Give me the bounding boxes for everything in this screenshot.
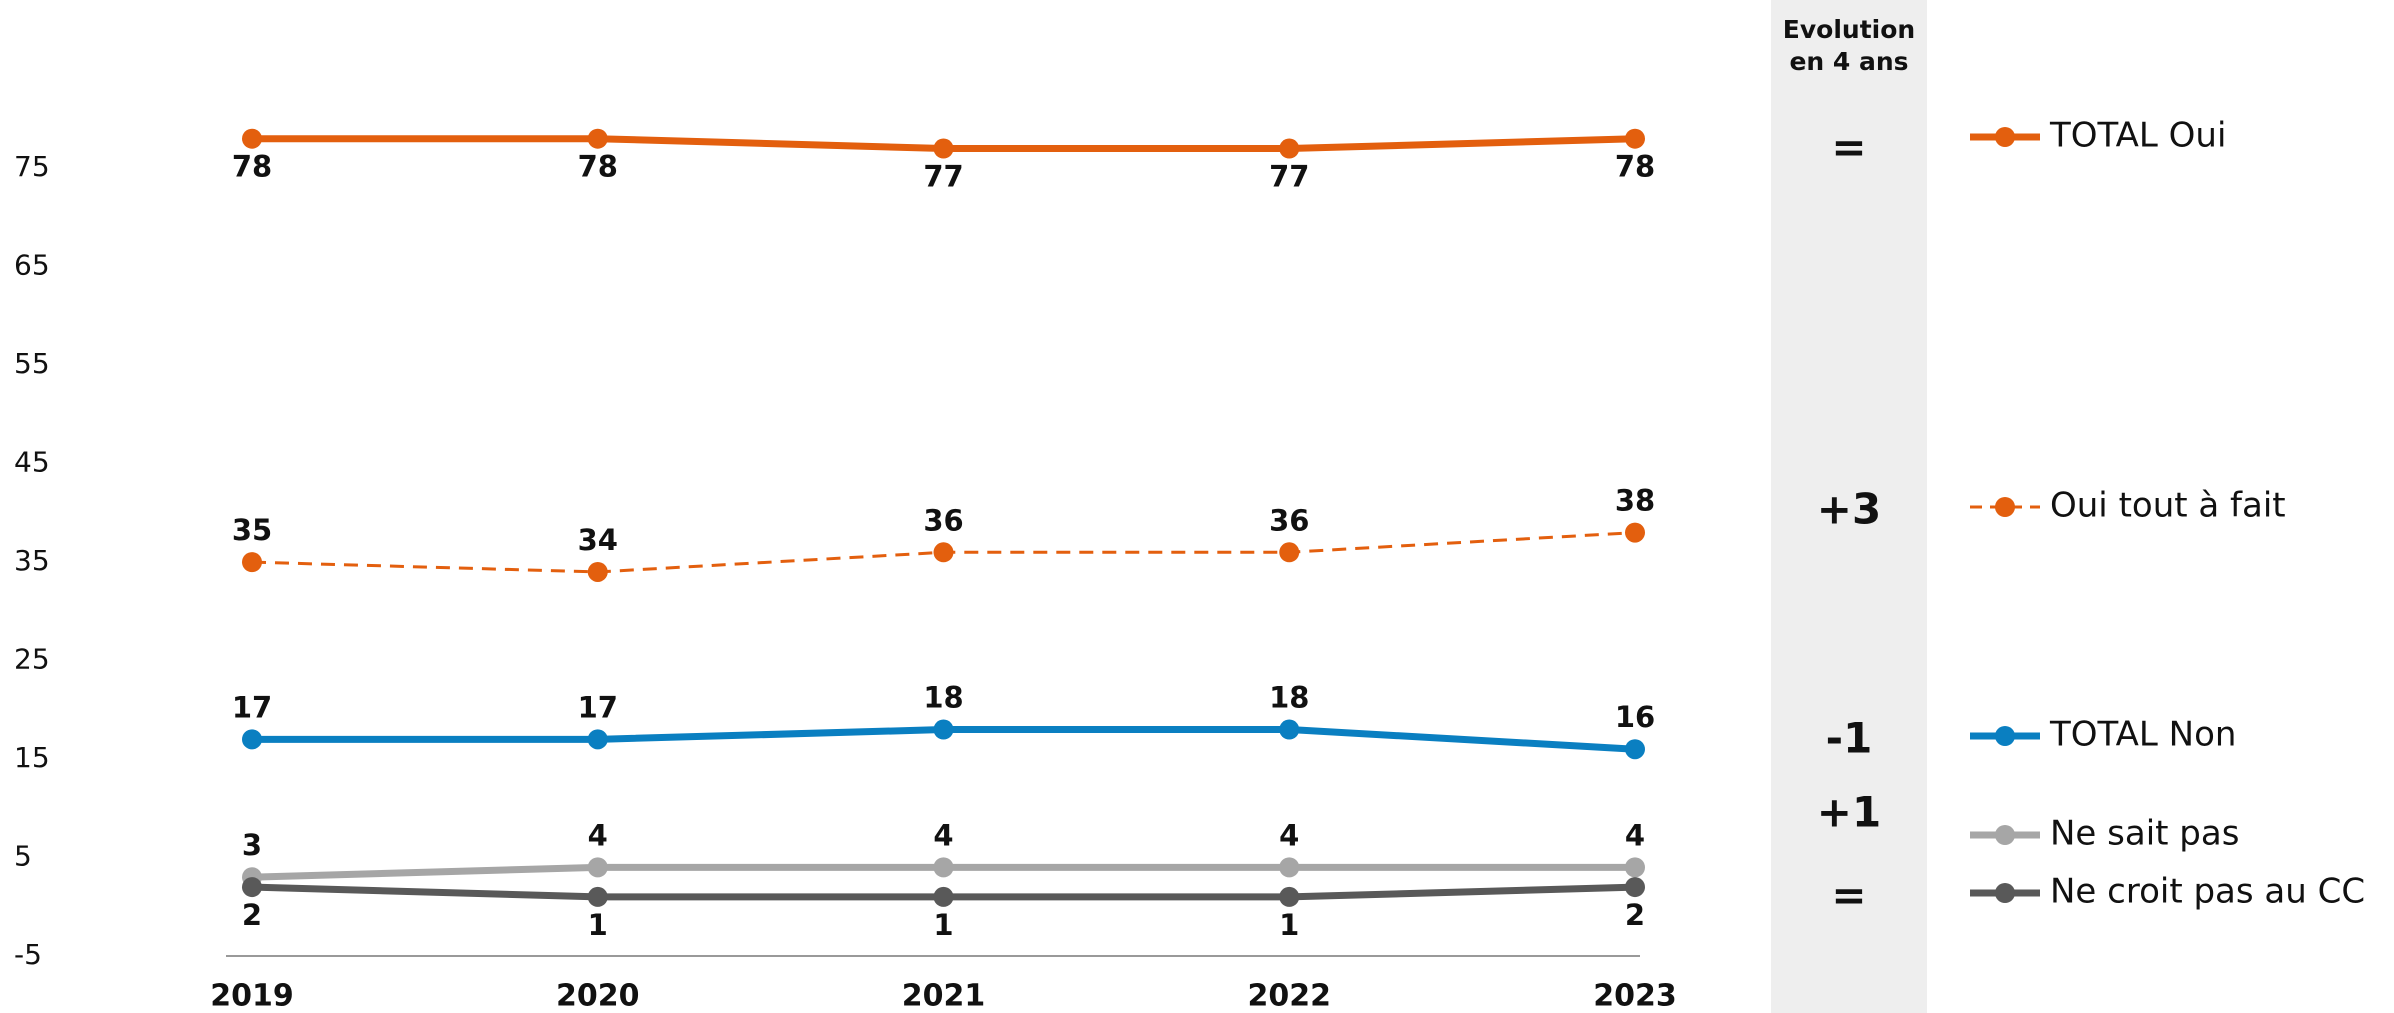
evolution-value: +1	[1817, 788, 1881, 837]
point	[587, 729, 608, 750]
legend-marker	[1995, 726, 2015, 746]
data-label: 2	[242, 898, 262, 932]
point	[1279, 886, 1300, 907]
y-tick-label: -5	[14, 938, 42, 971]
point	[1279, 719, 1300, 740]
data-label: 77	[1269, 160, 1309, 194]
point	[1625, 877, 1645, 898]
y-tick-label: 65	[14, 249, 50, 282]
point	[242, 729, 262, 750]
evolution-value: =	[1831, 123, 1866, 172]
point	[1625, 128, 1645, 149]
data-label: 1	[1279, 908, 1299, 942]
point	[587, 857, 608, 878]
data-label: 4	[933, 818, 953, 852]
y-tick-label: 55	[14, 347, 50, 380]
point	[242, 128, 262, 149]
legend-label: Ne sait pas	[2050, 814, 2239, 854]
data-label: 4	[1279, 818, 1299, 852]
point	[933, 886, 954, 907]
point	[933, 857, 954, 878]
point	[587, 128, 608, 149]
point	[242, 552, 262, 573]
point	[1279, 138, 1300, 159]
data-label: 36	[1269, 503, 1309, 537]
data-label: 4	[1625, 818, 1645, 852]
point	[1625, 739, 1645, 760]
data-label: 36	[923, 503, 963, 537]
y-tick-label: 45	[14, 446, 50, 479]
point	[587, 561, 608, 582]
evolution-value: +3	[1817, 485, 1881, 534]
data-label: 35	[232, 513, 272, 547]
point	[587, 886, 608, 907]
data-label: 1	[933, 908, 953, 942]
data-label: 16	[1615, 700, 1655, 734]
point	[242, 877, 262, 898]
point	[1625, 522, 1645, 543]
y-tick-label: 15	[14, 741, 50, 774]
legend-label: TOTAL Oui	[2049, 116, 2226, 156]
data-label: 17	[578, 690, 618, 724]
x-tick-label: 2021	[902, 979, 986, 1013]
evolution-value: -1	[1826, 714, 1873, 763]
x-tick-label: 2023	[1593, 979, 1677, 1013]
data-label: 38	[1615, 484, 1655, 518]
point	[933, 542, 954, 563]
data-label: 78	[1615, 150, 1655, 184]
legend-marker	[1995, 127, 2015, 147]
data-label: 1	[588, 908, 608, 942]
legend-marker	[1995, 825, 2015, 845]
data-label: 77	[923, 160, 963, 194]
data-label: 17	[232, 690, 272, 724]
data-label: 4	[588, 818, 608, 852]
point	[933, 138, 954, 159]
point	[1279, 542, 1300, 563]
data-label: 34	[578, 523, 618, 557]
evolution-title: Evolution en 4 ans	[1783, 15, 1915, 76]
evolution-column	[1771, 0, 1927, 1013]
data-label: 78	[578, 150, 618, 184]
y-tick-label: 35	[14, 544, 50, 577]
x-tick-label: 2019	[210, 979, 294, 1013]
point	[1625, 857, 1645, 878]
x-tick-label: 2020	[556, 979, 640, 1013]
point	[1279, 857, 1300, 878]
legend-label: Oui tout à fait	[2050, 486, 2286, 526]
y-tick-label: 5	[14, 840, 32, 873]
evolution-value: =	[1831, 871, 1866, 920]
x-tick-label: 2022	[1248, 979, 1332, 1013]
y-tick-label: 75	[14, 150, 50, 183]
data-label: 18	[923, 681, 963, 715]
data-label: 78	[232, 150, 272, 184]
legend-marker	[1995, 883, 2015, 903]
data-label: 3	[242, 828, 262, 862]
data-label: 2	[1625, 898, 1645, 932]
legend-label: Ne croit pas au CC	[2050, 872, 2365, 912]
point	[933, 719, 954, 740]
legend-marker	[1995, 497, 2015, 517]
data-label: 18	[1269, 681, 1309, 715]
legend-label: TOTAL Non	[2049, 715, 2236, 755]
y-tick-label: 25	[14, 643, 50, 676]
